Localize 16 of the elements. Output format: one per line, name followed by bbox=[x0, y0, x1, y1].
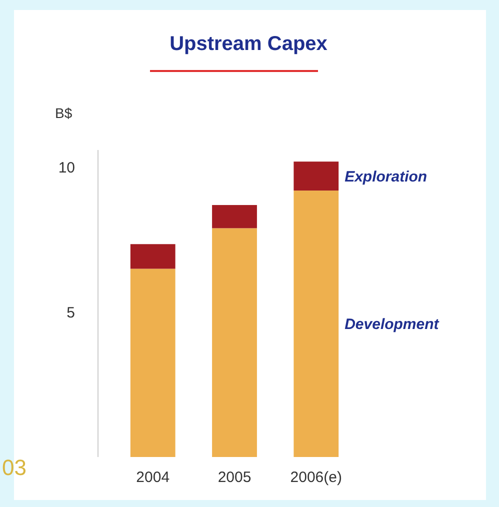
bar bbox=[212, 228, 257, 457]
bar bbox=[130, 268, 176, 457]
y-tick-label: 10 bbox=[58, 160, 75, 177]
y-tick-label: 5 bbox=[66, 304, 75, 322]
bar bbox=[212, 205, 257, 228]
bar bbox=[294, 162, 339, 191]
series-label: Exploration bbox=[344, 168, 428, 186]
x-tick-label: 2006(e) bbox=[290, 469, 342, 486]
text: 03 bbox=[2, 455, 26, 480]
x-tick-label: 2004 bbox=[136, 469, 170, 486]
bar bbox=[130, 244, 176, 269]
x-tick-label: 2005 bbox=[218, 469, 252, 486]
bar bbox=[294, 190, 339, 457]
y-axis-title: B$ bbox=[55, 105, 72, 121]
chart-title: Upstream Capex bbox=[170, 33, 328, 55]
series-label: Development bbox=[344, 316, 440, 334]
